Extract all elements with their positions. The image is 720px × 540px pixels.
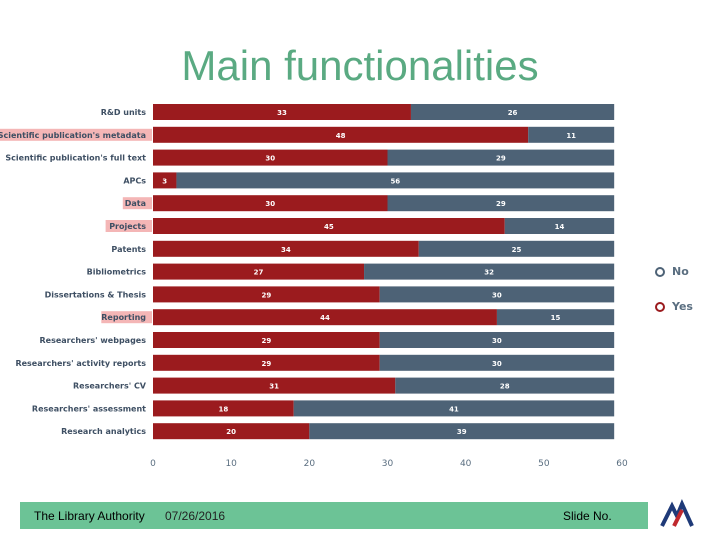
stacked-bar-chart: R&D units 33 26 Scientific publication's me…: [0, 104, 628, 469]
category-label: Data: [125, 199, 146, 208]
footer-bar: The Library Authority 07/26/2016 Slide N…: [20, 502, 648, 529]
bar-no: [364, 263, 615, 280]
category-highlight: [122, 197, 152, 210]
x-tick-label: 10: [225, 459, 237, 469]
data-label-no: 11: [566, 132, 576, 140]
bar-no: [504, 218, 615, 234]
legend-no: No: [655, 265, 689, 278]
data-label-yes: 48: [336, 132, 346, 140]
data-label-no: 32: [484, 269, 494, 277]
data-label-no: 29: [496, 155, 506, 163]
bar-yes: [153, 172, 177, 189]
data-label-yes: 27: [254, 269, 264, 277]
category-label: Researchers' webpages: [39, 336, 146, 345]
bar-yes: [153, 149, 388, 166]
data-label-no: 25: [512, 246, 522, 254]
category-label: Patents: [111, 245, 146, 254]
data-label-yes: 29: [261, 360, 271, 368]
bar-no: [410, 104, 615, 120]
bar-yes: [153, 126, 529, 143]
bar-no: [293, 400, 615, 417]
data-label-yes: 29: [261, 291, 271, 299]
bar-yes: [153, 195, 388, 212]
data-label-no: 28: [500, 383, 510, 391]
bar-yes: [153, 309, 497, 326]
category-label: Projects: [109, 222, 146, 231]
data-label-no: 39: [457, 428, 467, 436]
data-label-no: 14: [555, 223, 565, 231]
bar-yes: [153, 354, 380, 371]
category-label: R&D units: [101, 108, 147, 117]
data-label-yes: 31: [269, 383, 279, 391]
category-label: Research analytics: [61, 427, 146, 436]
data-label-no: 41: [449, 405, 459, 413]
category-highlight: [101, 311, 152, 324]
data-label-no: 30: [492, 291, 502, 299]
bar-no: [418, 240, 615, 257]
x-tick-label: 30: [382, 459, 394, 469]
bar-yes: [153, 423, 310, 440]
data-label-no: 29: [496, 200, 506, 208]
data-label-no: 30: [492, 360, 502, 368]
bar-no: [379, 286, 615, 303]
data-label-yes: 44: [320, 314, 330, 322]
category-label: APCs: [123, 176, 146, 185]
bar-no: [309, 423, 615, 440]
bar-no: [528, 126, 615, 143]
category-label: Researchers' assessment: [32, 404, 146, 413]
legend-no-label: No: [672, 265, 689, 278]
data-label-yes: 29: [261, 337, 271, 345]
bar-no: [379, 332, 615, 348]
bar-yes: [153, 332, 380, 348]
x-tick-label: 60: [616, 459, 628, 469]
data-label-no: 56: [390, 177, 400, 185]
bar-yes: [153, 104, 411, 120]
bar-no: [496, 309, 615, 326]
data-label-yes: 3: [162, 177, 167, 185]
category-label: Researchers' CV: [73, 382, 147, 391]
legend-yes-marker: [655, 302, 665, 312]
bar-no: [387, 195, 615, 212]
slide-title: Main functionalities: [181, 42, 539, 89]
x-tick-label: 20: [304, 459, 316, 469]
category-highlight: [0, 128, 152, 141]
bar-no: [387, 149, 615, 166]
category-label: Scientific publication's full text: [5, 154, 146, 163]
bar-yes: [153, 218, 505, 234]
data-label-no: 26: [508, 109, 518, 117]
footer-organization: The Library Authority: [34, 509, 145, 523]
bar-yes: [153, 263, 365, 280]
bar-no: [176, 172, 615, 189]
category-label: Researchers' activity reports: [15, 359, 146, 368]
data-label-no: 15: [551, 314, 561, 322]
category-label: Scientific publication's metadata: [0, 131, 146, 140]
bar-yes: [153, 377, 396, 394]
data-label-yes: 30: [265, 200, 275, 208]
category-label: Reporting: [101, 313, 146, 322]
footer-date: 07/26/2016: [165, 509, 226, 523]
bar-yes: [153, 286, 380, 303]
bar-no: [395, 377, 615, 394]
bar-no: [379, 354, 615, 371]
data-label-yes: 45: [324, 223, 334, 231]
library-logo-icon: [660, 498, 694, 527]
data-label-yes: 34: [281, 246, 291, 254]
bar-yes: [153, 400, 294, 417]
legend-yes-label: Yes: [672, 300, 693, 313]
legend-yes: Yes: [655, 300, 693, 313]
data-label-yes: 20: [226, 428, 236, 436]
data-label-no: 30: [492, 337, 502, 345]
data-label-yes: 30: [265, 155, 275, 163]
footer-slide-number: Slide No.: [563, 509, 612, 523]
x-tick-label: 50: [538, 459, 550, 469]
data-label-yes: 18: [218, 405, 228, 413]
bar-yes: [153, 240, 419, 257]
category-label: Bibliometrics: [87, 268, 147, 277]
category-highlight: [105, 220, 152, 232]
x-tick-label: 40: [460, 459, 472, 469]
category-label: Dissertations & Thesis: [45, 290, 147, 299]
data-label-yes: 33: [277, 109, 287, 117]
x-tick-label: 0: [150, 459, 156, 469]
legend-no-marker: [655, 267, 665, 277]
